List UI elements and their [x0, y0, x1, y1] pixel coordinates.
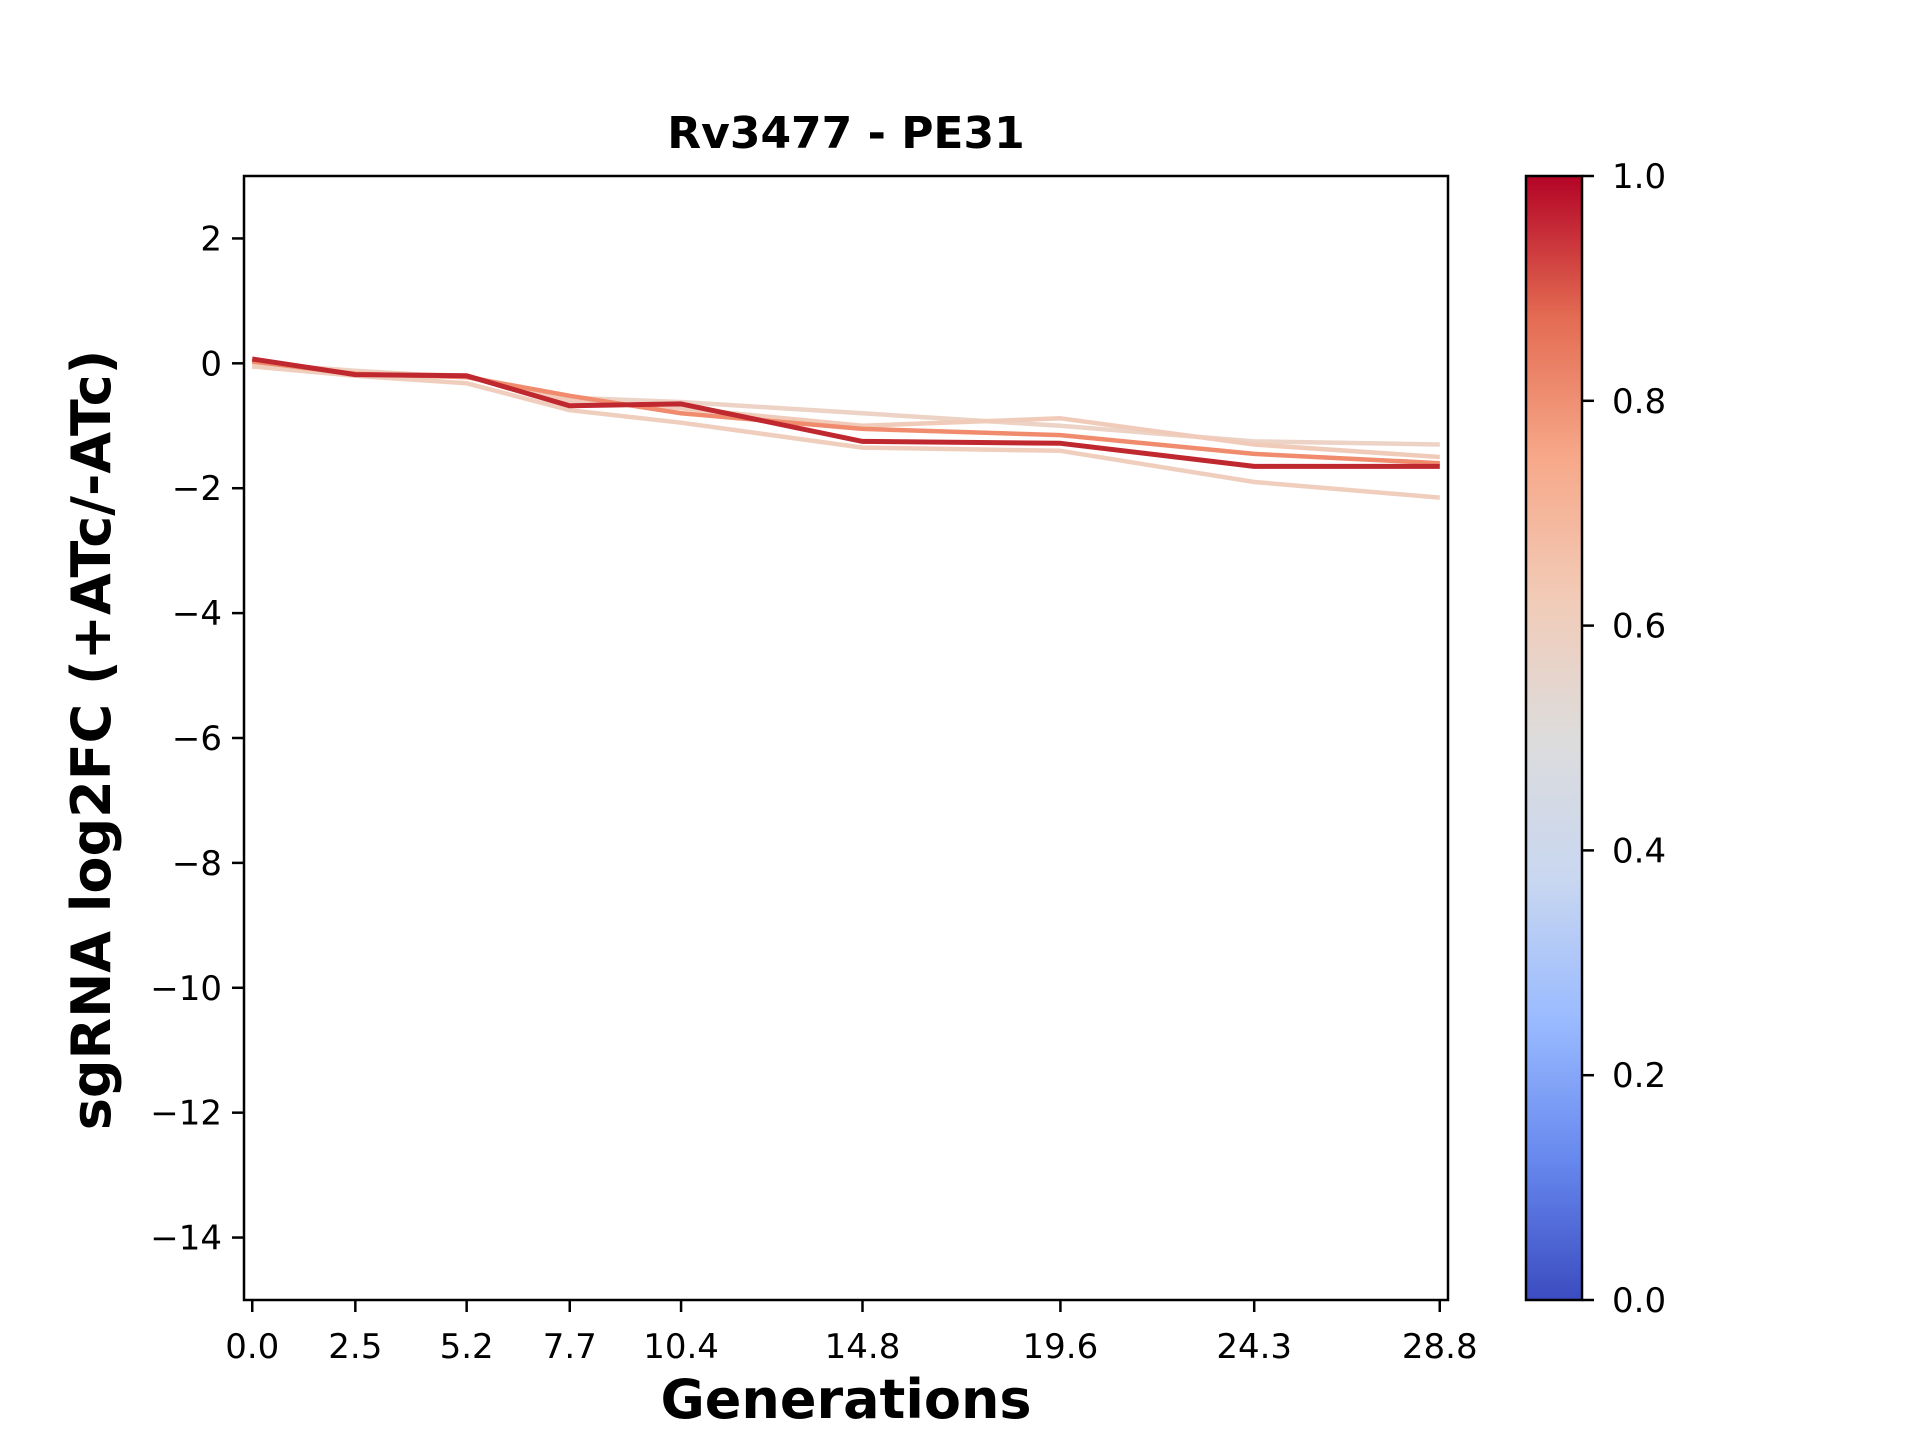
y-tick-label: −4 — [172, 594, 222, 634]
colorbar-tick-label: 0.8 — [1612, 382, 1666, 422]
x-tick-label: 2.5 — [328, 1327, 382, 1367]
colorbar-tick-label: 0.2 — [1612, 1056, 1666, 1096]
y-axis: 2 0 −2 −4 −6 −8 −10 −12 −14 — [150, 219, 244, 1259]
x-tick-label: 5.2 — [440, 1327, 494, 1367]
plot-frame — [242, 174, 1450, 1302]
colorbar — [1526, 176, 1582, 1300]
colorbar-axis: 0.0 0.2 0.4 0.6 0.8 1.0 — [1582, 157, 1666, 1321]
y-tick-label: −2 — [172, 469, 222, 509]
y-tick-label: −8 — [172, 844, 222, 884]
y-axis-label: sgRNA log2FC (+ATc/-ATc) — [60, 350, 123, 1131]
y-tick-label: −14 — [150, 1219, 222, 1259]
y-tick-label: −6 — [172, 719, 222, 759]
colorbar-tick-label: 1.0 — [1612, 157, 1666, 197]
x-tick-label: 7.7 — [543, 1327, 597, 1367]
chart-title: Rv3477 - PE31 — [667, 108, 1024, 159]
x-axis: 0.0 2.5 5.2 7.7 10.4 14.8 19.6 24.3 28.8 — [225, 1300, 1478, 1367]
series-line — [251, 356, 1440, 469]
x-tick-label: 28.8 — [1402, 1327, 1478, 1367]
x-tick-label: 19.6 — [1023, 1327, 1099, 1367]
x-axis-label: Generations — [660, 1368, 1031, 1431]
y-tick-label: −12 — [150, 1094, 222, 1134]
x-tick-label: 10.4 — [643, 1327, 719, 1367]
x-tick-label: 24.3 — [1216, 1327, 1292, 1367]
colorbar-tick-label: 0.0 — [1612, 1281, 1666, 1321]
colorbar-tick-label: 0.4 — [1612, 831, 1666, 871]
colorbar-frame — [1524, 174, 1584, 1302]
series-line — [251, 364, 1440, 500]
x-tick-label: 14.8 — [825, 1327, 901, 1367]
x-tick-label: 0.0 — [225, 1327, 279, 1367]
colorbar-tick-label: 0.6 — [1612, 607, 1666, 647]
plot-lines — [251, 356, 1440, 500]
y-tick-label: 0 — [200, 344, 222, 384]
y-tick-label: 2 — [200, 219, 222, 259]
y-tick-label: −10 — [150, 969, 222, 1009]
